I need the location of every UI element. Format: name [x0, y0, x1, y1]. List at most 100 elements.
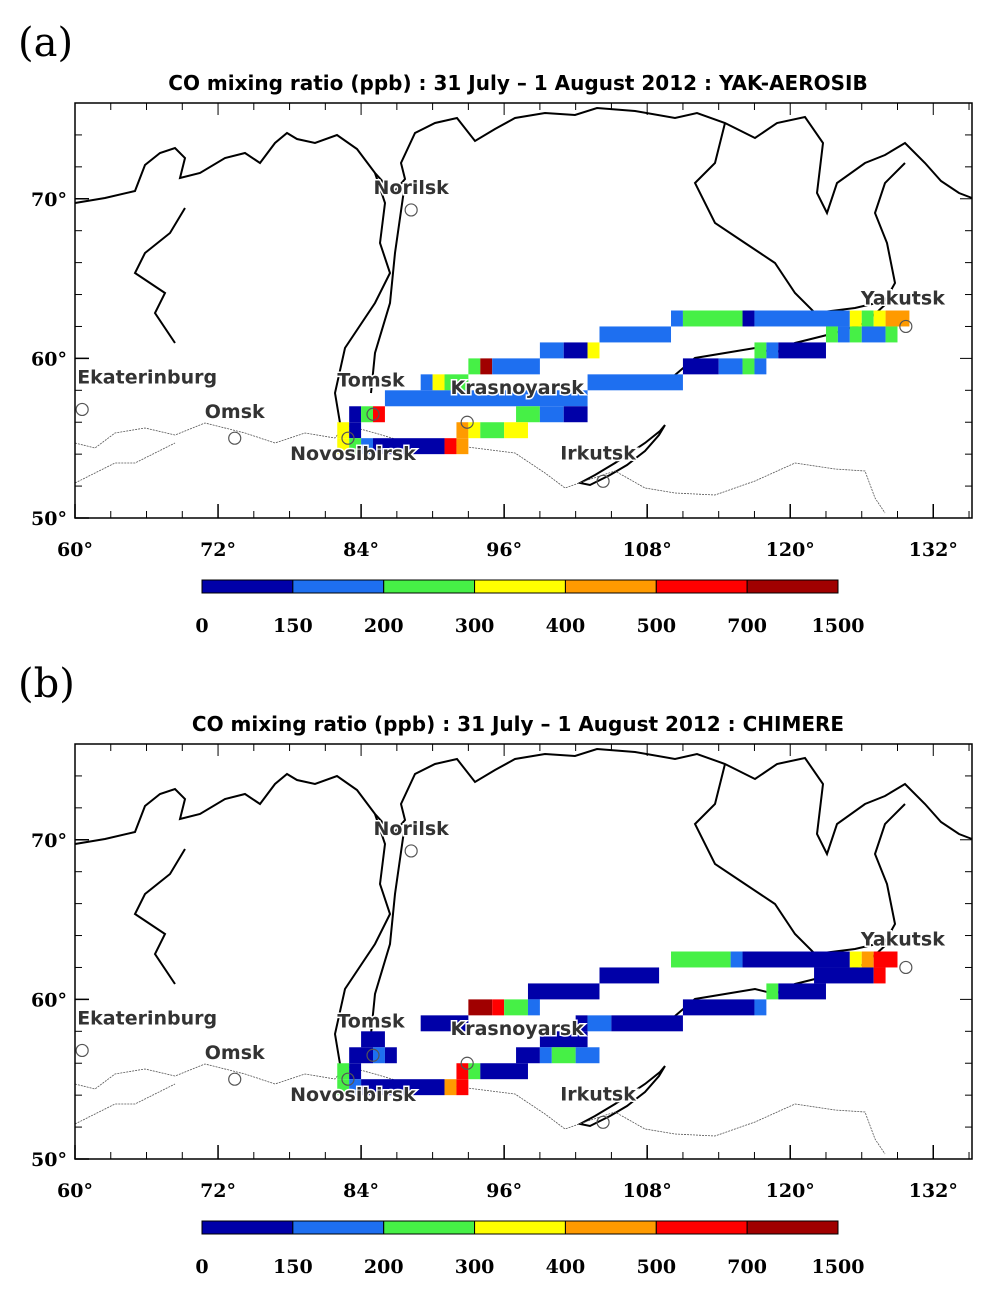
track-cell: [563, 406, 588, 423]
track-cell: [504, 422, 528, 439]
x-tick-label: 120°: [766, 539, 815, 561]
colorbar-box: [292, 1220, 385, 1235]
track-cell: [539, 406, 564, 423]
city-marker: [341, 1072, 355, 1086]
x-tick-label: 60°: [57, 1180, 93, 1202]
track-cell: [373, 438, 445, 455]
y-tick-label: 60°: [31, 348, 67, 370]
city-label: Irkutsk: [560, 1083, 636, 1105]
x-tick-label: 84°: [343, 539, 379, 561]
colorbar-label: 0: [195, 615, 208, 637]
track-cell: [682, 310, 743, 327]
city-marker: [404, 844, 418, 858]
colorbar-box: [383, 579, 476, 594]
track-cell: [814, 967, 874, 984]
track-cell: [480, 1063, 528, 1080]
track-cell: [861, 310, 874, 327]
city-marker: [596, 474, 610, 488]
city-marker: [366, 1048, 380, 1062]
track-cell: [527, 999, 540, 1016]
track-cell: [873, 310, 886, 327]
city-label: Tomsk: [337, 369, 405, 391]
colorbar-label: 0: [195, 1256, 208, 1278]
track-cell: [527, 983, 600, 1000]
city-marker: [899, 319, 913, 334]
track-cell: [539, 1031, 588, 1048]
track-cell: [337, 1079, 350, 1096]
track-cell: [861, 951, 874, 968]
colorbar-box: [383, 1220, 476, 1235]
city-label: Tomsk: [337, 1010, 405, 1032]
track-cell: [730, 951, 743, 968]
track-cell: [825, 326, 838, 343]
track-cell: [849, 951, 862, 968]
panel: (b) CO mixing ratio (ppb) : 31 July – 1 A…: [18, 661, 973, 1278]
colorbar-box: [474, 1220, 566, 1235]
track-cell: [349, 406, 362, 423]
colorbar-box: [746, 1220, 839, 1235]
track-cell: [587, 1015, 612, 1032]
track-cell: [468, 358, 481, 375]
colorbar-label: 700: [727, 615, 767, 637]
track-cell: [337, 422, 350, 439]
track-cell: [456, 1079, 469, 1096]
colorbar-label: 150: [273, 615, 313, 637]
city-marker: [460, 415, 474, 429]
city-label: Irkutsk: [560, 442, 636, 464]
city-label: Novosibirsk: [290, 1084, 416, 1106]
track-cell: [587, 374, 683, 391]
track-cell: [611, 1015, 683, 1032]
x-tick-label: 60°: [57, 539, 93, 561]
x-tick-label: 96°: [486, 539, 522, 561]
x-tick-label: 132°: [909, 1180, 958, 1202]
panel-label: (b): [18, 661, 75, 707]
track-cell: [468, 1063, 481, 1080]
colorbar-box: [474, 579, 566, 594]
track-cell: [599, 326, 672, 343]
track-cell: [504, 999, 528, 1016]
city-marker: [341, 431, 355, 445]
colorbar-box: [746, 579, 839, 594]
city-marker: [228, 1072, 242, 1086]
y-tick-label: 50°: [31, 508, 67, 530]
track-cell: [885, 310, 910, 327]
track-cell: [861, 326, 886, 343]
track-cell: [480, 358, 493, 375]
track-cell: [456, 438, 469, 455]
city-marker: [75, 402, 89, 417]
track-cell: [671, 310, 683, 327]
track-cell: [432, 374, 445, 391]
track-cell: [361, 438, 374, 455]
track-cell: [849, 310, 862, 327]
track-cell: [349, 438, 362, 455]
track-cell: [492, 358, 540, 375]
track-cell: [742, 310, 755, 327]
colorbar-label: 700: [727, 1256, 767, 1278]
colorbar-label: 500: [636, 1256, 676, 1278]
colorbar-label: 400: [546, 615, 586, 637]
track-cell: [563, 342, 588, 359]
track-cell: [575, 1015, 588, 1032]
track-cell: [456, 422, 469, 439]
track-cell: [718, 358, 743, 375]
colorbar-box: [655, 1220, 748, 1235]
city-marker: [75, 1043, 89, 1058]
track-cell: [349, 1047, 374, 1064]
y-tick-label: 70°: [31, 189, 67, 211]
colorbar-label: 150: [273, 1256, 313, 1278]
track-cell: [742, 951, 850, 968]
city-label: Ekaterinburg: [77, 1007, 217, 1029]
city-label: Ekaterinburg: [77, 366, 217, 388]
city-label: Krasnoyarsk: [451, 1018, 585, 1040]
track-cell: [361, 1079, 445, 1096]
x-tick-label: 72°: [200, 1180, 236, 1202]
city-label: Omsk: [205, 401, 265, 423]
city-label: Krasnoyarsk: [451, 377, 585, 399]
track-cell: [754, 310, 850, 327]
city-marker: [460, 1056, 474, 1070]
colorbar-box: [201, 1220, 294, 1235]
track-cell: [361, 1031, 385, 1048]
panel: (a) CO mixing ratio (ppb) : 31 July – 1 A…: [18, 20, 973, 637]
x-tick-label: 108°: [623, 1180, 672, 1202]
track-cell: [885, 326, 898, 343]
